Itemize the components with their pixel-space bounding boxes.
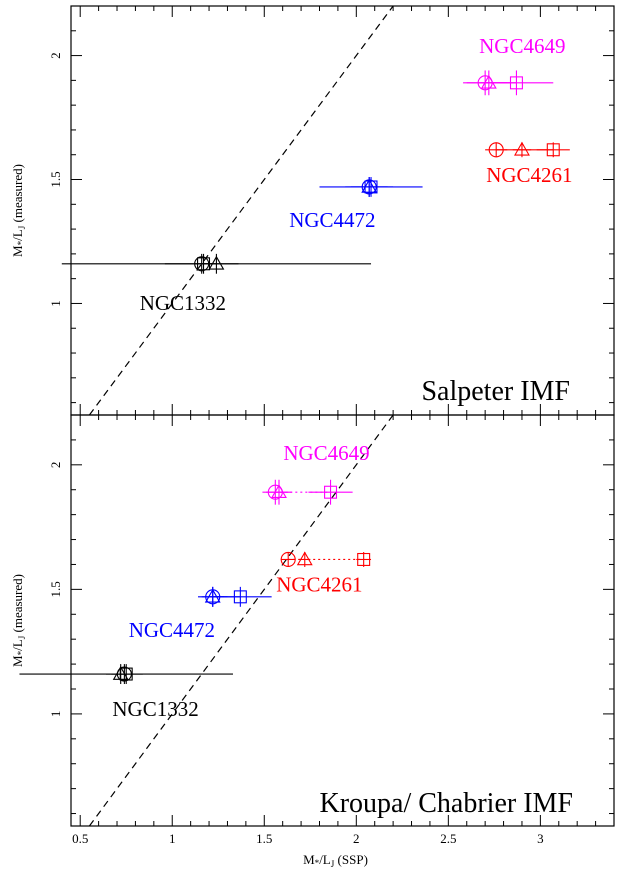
marker-circle <box>488 142 504 158</box>
y-tick-label: 1.5 <box>48 171 63 187</box>
panel-imf-label: Salpeter IMF <box>421 376 570 407</box>
galaxy-label: NGC4649 <box>283 441 369 465</box>
marker-square <box>119 667 133 681</box>
y-tick-label: 2 <box>48 52 63 59</box>
galaxy-ngc4472 <box>319 177 423 197</box>
y-tick-label: 1 <box>48 711 63 718</box>
x-axis-label: M*/LJ (SSP) <box>303 852 368 869</box>
axis-ticks <box>71 415 614 826</box>
marker-square <box>546 143 560 157</box>
galaxy-ngc4649 <box>463 70 554 96</box>
panel-kroupa-chabrier: 1 1.5 2 0.5 1 1.5 2 2.5 3 M*/LJ (measured) M*/LJ (… <box>10 414 615 869</box>
galaxy-ngc4649 <box>262 479 353 505</box>
marker-triangle <box>208 255 225 270</box>
panel-imf-label: Kroupa/ Chabrier IMF <box>319 788 573 819</box>
galaxy-ngc4472 <box>198 586 272 607</box>
marker-triangle <box>514 141 530 156</box>
marker-square <box>364 180 378 194</box>
galaxy-label: NGC4472 <box>289 208 375 232</box>
marker-square <box>233 590 247 604</box>
galaxy-ngc1332 <box>19 664 233 685</box>
axis-ticks <box>71 6 614 415</box>
y-tick-label: 1.5 <box>48 581 63 597</box>
galaxy-ngc4261 <box>485 141 570 158</box>
y-tick-label: 1 <box>48 300 63 307</box>
galaxy-label: NGC4649 <box>479 34 565 58</box>
galaxy-label: NGC4261 <box>486 163 572 187</box>
x-tick-label: 2.5 <box>440 831 456 846</box>
marker-triangle <box>361 178 378 193</box>
marker-triangle <box>480 74 497 89</box>
marker-square <box>324 485 338 499</box>
galaxy-label: NGC1332 <box>140 291 226 315</box>
marker-triangle <box>204 588 221 603</box>
galaxy-label: NGC4261 <box>276 572 362 596</box>
plot-frame <box>70 414 615 827</box>
x-tick-label: 1.5 <box>256 831 272 846</box>
marker-square <box>509 76 523 90</box>
marker-triangle <box>271 484 287 499</box>
x-tick-label: 3 <box>537 831 544 846</box>
y-tick-label: 2 <box>48 462 63 469</box>
galaxy-ngc4261 <box>280 551 372 568</box>
galaxy-ngc1332 <box>61 253 372 274</box>
x-tick-label: 1 <box>169 831 176 846</box>
y-axis-label: M*/LJ (measured) <box>10 164 27 257</box>
marker-square <box>197 257 211 271</box>
marker-square <box>357 552 371 566</box>
marker-circle <box>280 551 296 568</box>
galaxy-label: NGC4472 <box>129 618 215 642</box>
one-to-one-line <box>88 415 394 826</box>
panel-salpeter: 1 1.5 2 M*/LJ (measured) NGC4649 NGC4261 NGC44… <box>10 5 615 416</box>
y-axis-label: M*/LJ (measured) <box>10 574 27 667</box>
galaxy-label: NGC1332 <box>112 697 198 721</box>
x-tick-label: 2 <box>353 831 360 846</box>
x-tick-label: 0.5 <box>72 831 88 846</box>
marker-triangle <box>296 551 313 566</box>
one-to-one-line <box>88 6 394 415</box>
